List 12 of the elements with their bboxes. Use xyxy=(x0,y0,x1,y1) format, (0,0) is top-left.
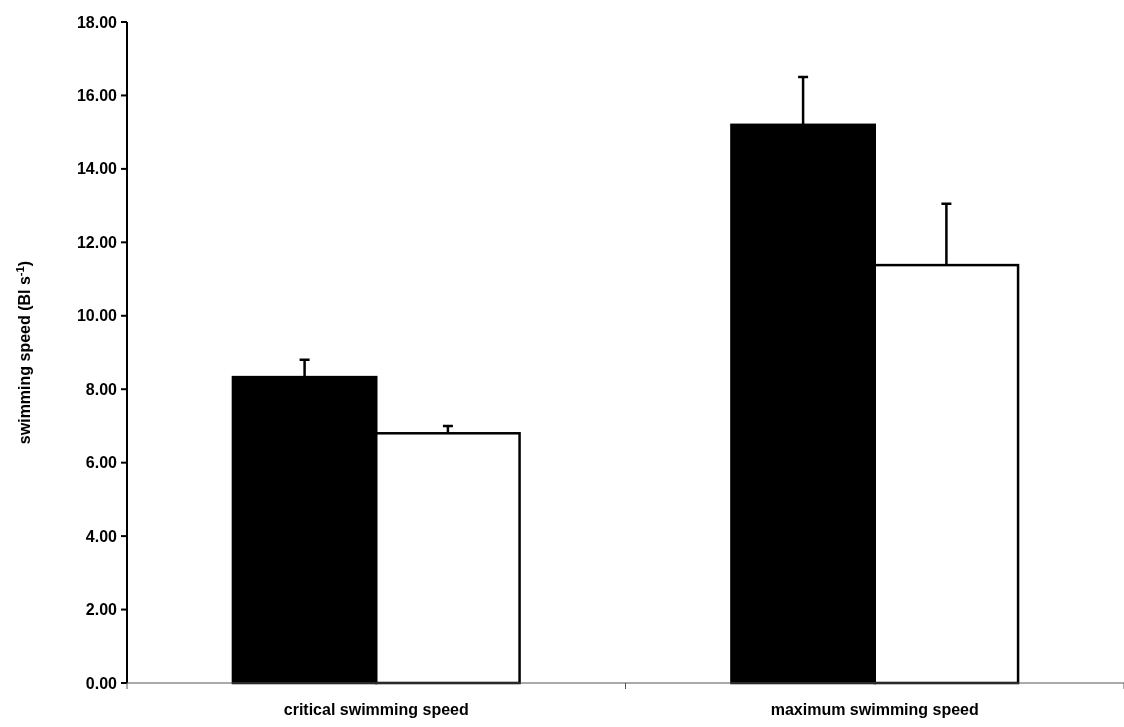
y-tick-label: 0.00 xyxy=(85,674,118,692)
y-tick-label: 12.00 xyxy=(76,233,118,251)
y-tick-label: 14.00 xyxy=(76,160,118,178)
y-tick-label: 18.00 xyxy=(76,13,118,31)
x-tick-label: maximum swimming speed xyxy=(770,701,979,718)
y-tick-label: 10.00 xyxy=(76,307,118,325)
y-tick-label: 8.00 xyxy=(85,380,118,398)
y-tick-label: 16.00 xyxy=(76,87,118,105)
y-tick-label: 2.00 xyxy=(85,601,118,619)
x-tick-label: critical swimming speed xyxy=(283,701,469,718)
y-tick-label: 6.00 xyxy=(85,454,118,472)
y-tick-label: 4.00 xyxy=(85,527,118,545)
